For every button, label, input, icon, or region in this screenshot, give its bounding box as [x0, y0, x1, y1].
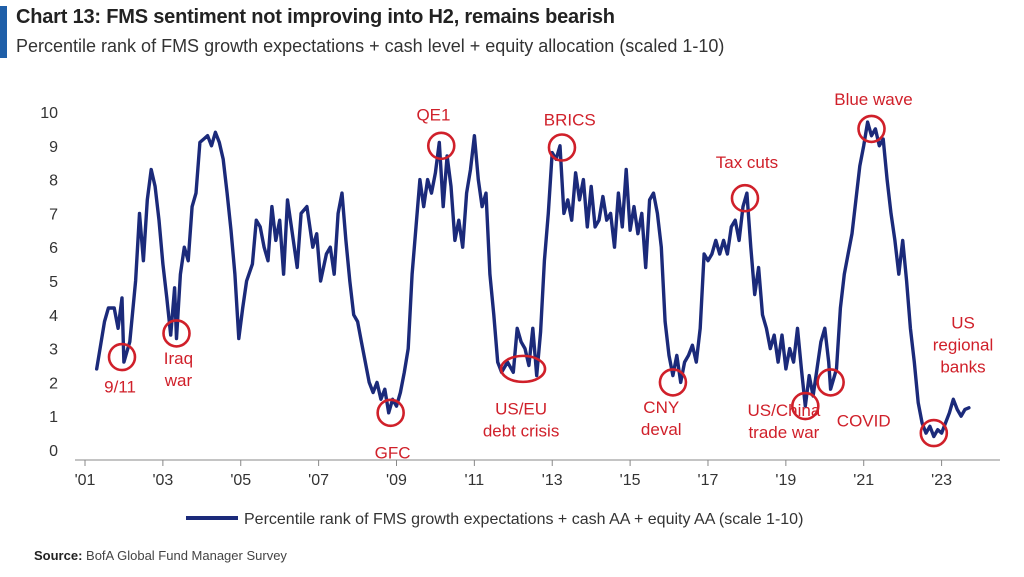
title-accent-bar: [0, 6, 7, 58]
source-label: Source:: [34, 548, 83, 563]
annotation-covid: COVID: [816, 368, 891, 430]
annotation-label: BRICS: [544, 111, 596, 130]
annotation-label: US/China trade war: [748, 401, 821, 442]
x-tick-label: '01: [75, 472, 96, 489]
annotation-label: CNY deval: [641, 398, 682, 439]
annotation-circle: [547, 133, 577, 162]
x-tick-label: '19: [775, 472, 796, 489]
annotation-circle: [426, 131, 456, 161]
annotation-circle: [857, 114, 886, 144]
x-tick-label: '21: [853, 472, 874, 489]
annotation-us-eu-debt-crisis: US/EU debt crisis: [483, 354, 560, 441]
annotation-us-china-trade-war: US/China trade war: [748, 391, 821, 442]
y-tick-label: 0: [49, 443, 58, 460]
annotation-label: Blue wave: [834, 90, 912, 109]
annotation-label: US/EU debt crisis: [483, 400, 560, 441]
annotation-circle: [816, 368, 845, 397]
annotation-label: Iraq war: [164, 349, 193, 390]
annotation-us-regional-banks: US regional banks: [919, 313, 994, 448]
annotation-tax-cuts: Tax cuts: [716, 153, 778, 213]
series-line: [95, 120, 971, 439]
annotation-label: COVID: [837, 411, 891, 430]
source-text: BofA Global Fund Manager Survey: [86, 548, 287, 563]
annotation-circle: [730, 183, 760, 213]
x-tick-label: '17: [698, 472, 719, 489]
x-tick-label: '07: [308, 472, 329, 489]
y-tick-label: 3: [49, 342, 58, 359]
y-tick-label: 5: [49, 274, 58, 291]
annotation-iraq-war: Iraq war: [162, 319, 193, 390]
annotation-circle: [499, 354, 547, 384]
annotation-circle: [107, 342, 137, 372]
y-tick-label: 2: [49, 375, 58, 392]
x-axis: '01 '03 '05 '07 '09 '11 '13 '15 '17 '19 '21 '23: [75, 459, 1000, 489]
x-tick-label: '05: [230, 472, 251, 489]
y-tick-label: 10: [40, 105, 58, 122]
annotation-blue-wave: Blue wave: [834, 90, 913, 144]
y-tick-label: 9: [49, 139, 58, 156]
x-tick-label: '09: [386, 472, 407, 489]
annotation-qe1: QE1: [416, 105, 456, 161]
annotation-circle: [919, 418, 949, 448]
annotation-label: Tax cuts: [716, 153, 778, 172]
annotation-circle: [791, 391, 820, 421]
annotation-label: US regional banks: [933, 313, 994, 376]
source-note: Source: BofA Global Fund Manager Survey: [34, 548, 287, 563]
chart-title: Chart 13: FMS sentiment not improving in…: [16, 6, 615, 28]
annotations: 9/11 Iraq war GFC QE1 US/EU debt crisis BRICS CN…: [104, 90, 993, 462]
x-tick-label: '23: [931, 472, 952, 489]
y-tick-label: 1: [49, 409, 58, 426]
chart-subtitle: Percentile rank of FMS growth expectatio…: [16, 36, 725, 56]
annotation-circle: [376, 398, 405, 428]
annotation-gfc: GFC: [375, 398, 411, 462]
annotation-circle: [162, 319, 191, 348]
y-tick-label: 4: [49, 308, 58, 325]
x-tick-label: '11: [465, 472, 485, 489]
y-tick-label: 8: [49, 173, 58, 190]
y-tick-label: 6: [49, 240, 58, 257]
x-tick-label: '03: [152, 472, 173, 489]
annotation-circle: [658, 368, 688, 397]
annotation-label: QE1: [416, 105, 450, 124]
legend-label: Percentile rank of FMS growth expectatio…: [244, 511, 803, 528]
annotation-label: 9/11: [104, 378, 136, 397]
annotation-cny-deval: CNY deval: [641, 368, 688, 439]
x-tick-label: '13: [542, 472, 563, 489]
y-axis-ticks: 0 1 2 3 4 5 6 7 8 9 10: [40, 105, 58, 460]
x-tick-label: '15: [620, 472, 641, 489]
legend: Percentile rank of FMS growth expectatio…: [186, 511, 803, 528]
annotation-brics: BRICS: [544, 111, 596, 162]
annotation-label: GFC: [375, 443, 411, 462]
y-tick-label: 7: [49, 206, 58, 223]
annotation-9-11: 9/11: [104, 342, 137, 397]
